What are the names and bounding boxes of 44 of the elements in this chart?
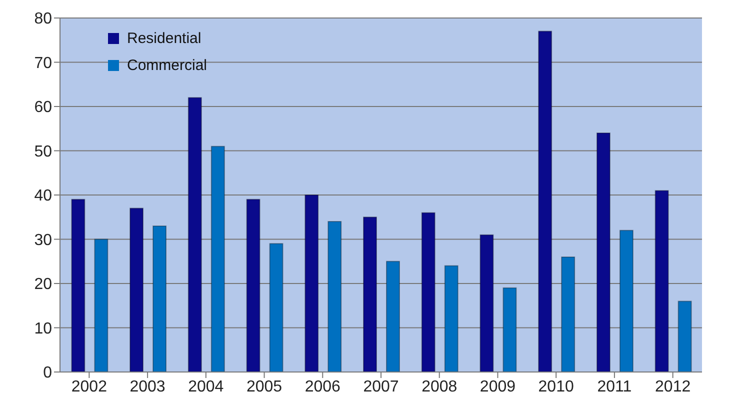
bar (304, 194, 319, 372)
y-tick-label: 70 (34, 54, 52, 72)
x-tick-label: 2011 (597, 378, 632, 396)
x-tick-label: 2009 (480, 378, 516, 396)
legend-label: Commercial (127, 57, 208, 74)
x-tick-label: 2003 (130, 378, 166, 396)
bar (269, 243, 284, 372)
y-tick-label: 10 (34, 320, 52, 338)
y-tick-label: 80 (34, 10, 52, 28)
x-tick-label: 2012 (655, 378, 691, 396)
bar (538, 30, 552, 372)
x-tick-label: 2008 (422, 378, 458, 396)
y-tick-label: 60 (34, 99, 52, 116)
bar (188, 97, 202, 372)
bar (678, 300, 692, 372)
bar (328, 221, 342, 372)
bar (130, 208, 144, 372)
y-tick-label: 30 (34, 232, 52, 249)
y-tick-label: 50 (34, 143, 52, 160)
x-tick-label: 2004 (188, 378, 224, 396)
bar (71, 198, 86, 372)
bar (561, 256, 576, 372)
x-tick-label: 2005 (246, 378, 282, 396)
bar (619, 230, 634, 372)
x-tick-label: 2010 (538, 378, 574, 396)
y-tick-label: 0 (43, 364, 52, 382)
bar (480, 234, 494, 372)
bar (502, 287, 517, 372)
x-tick-label: 2006 (304, 378, 341, 396)
bar (444, 265, 458, 372)
legend-label: Residential (127, 30, 202, 47)
y-tick-label: 20 (34, 276, 52, 294)
bar (421, 212, 436, 372)
bar (596, 132, 610, 372)
bar (94, 238, 108, 372)
bar (246, 198, 260, 372)
x-tick-label: 2002 (71, 378, 108, 396)
x-tick-label: 2007 (363, 378, 399, 396)
bar (386, 260, 400, 372)
bar (362, 216, 377, 372)
bar (152, 225, 167, 372)
bar (210, 146, 225, 372)
bar (654, 190, 669, 372)
y-tick-label: 40 (34, 188, 52, 205)
